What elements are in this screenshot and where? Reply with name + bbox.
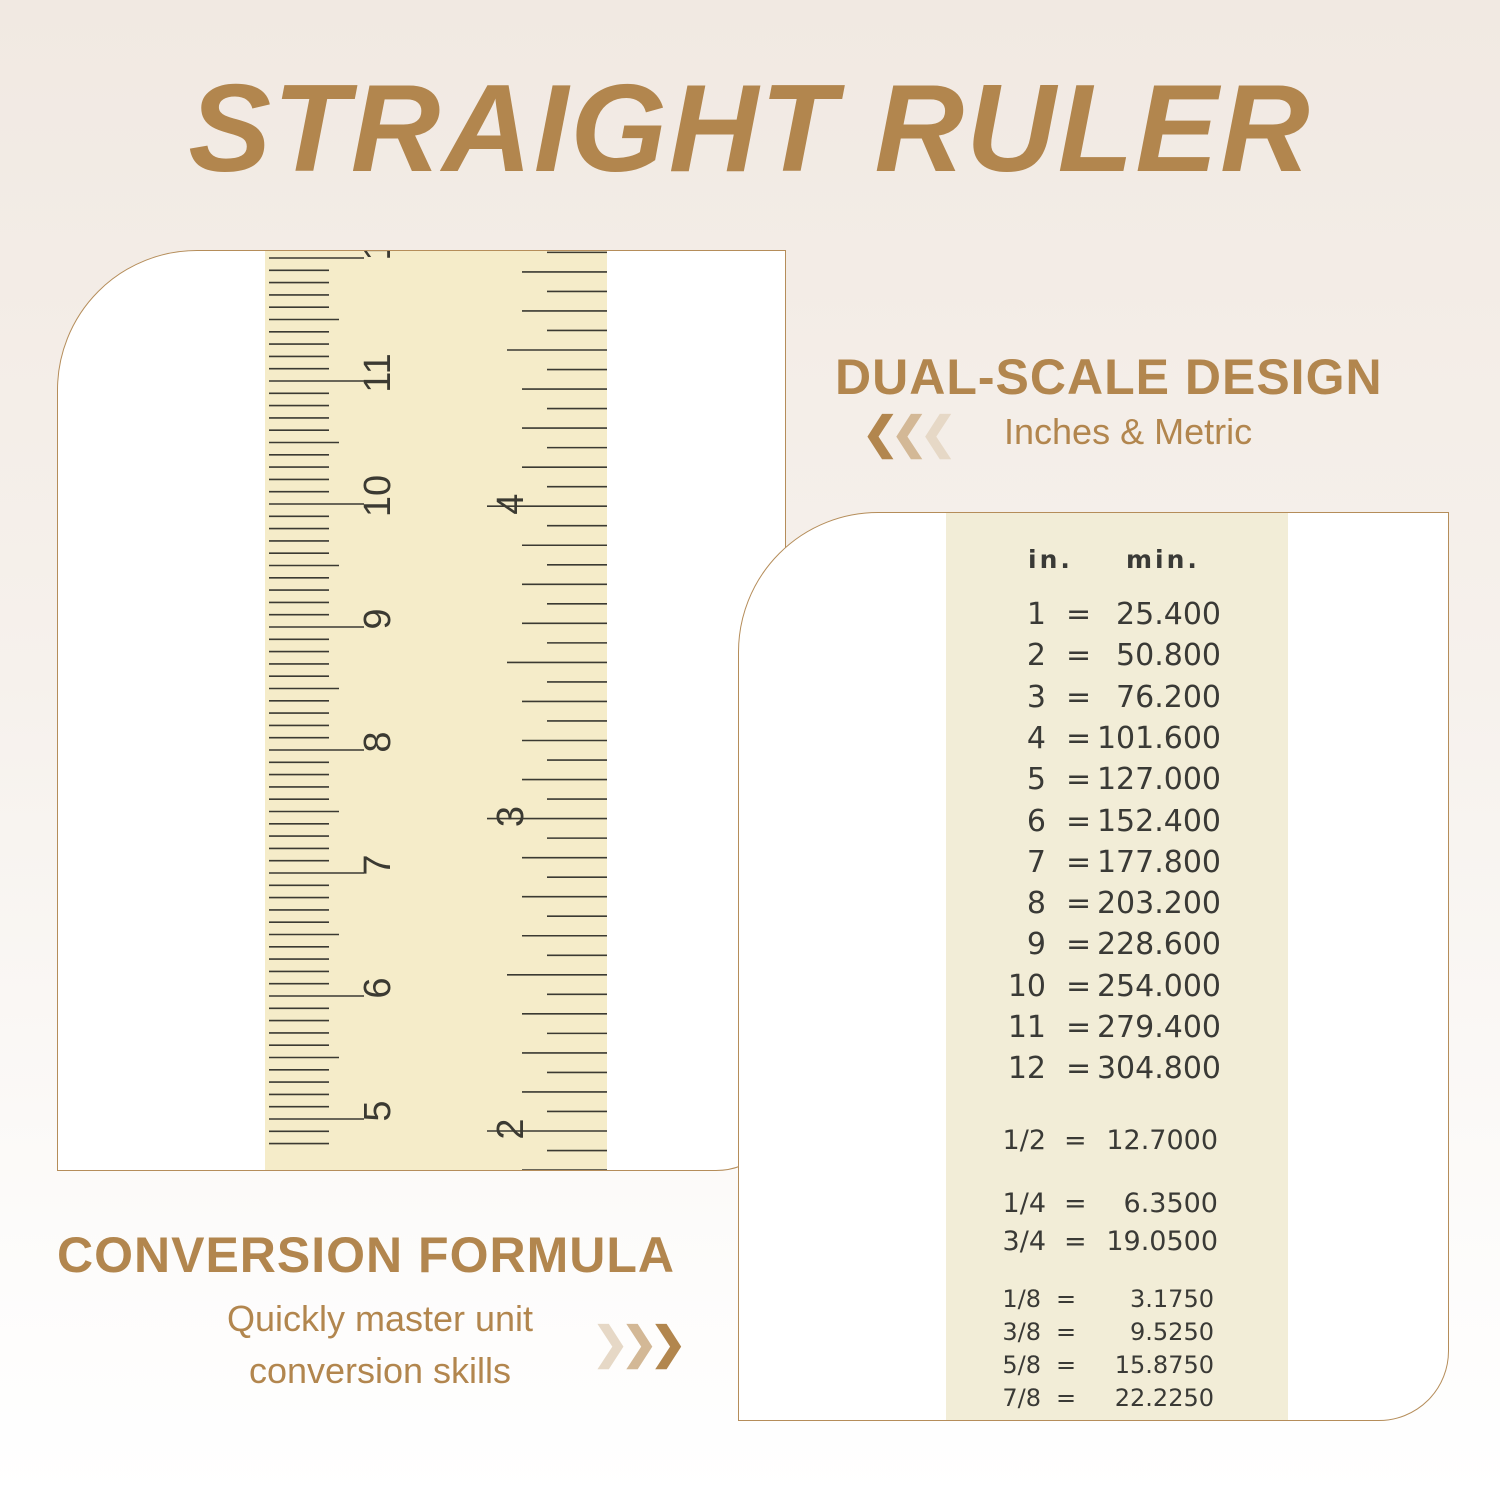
ruler-scale: 5678910111234 [269,251,607,1170]
equals-sign: = [1066,720,1092,756]
mm-value: 101.600 [1096,720,1221,756]
mm-value: 50.800 [1116,638,1221,674]
mm-value: 12.7000 [1106,1125,1218,1156]
mm-value: 3.1750 [1130,1285,1214,1313]
equals-sign: = [1066,1051,1092,1087]
equals-sign: = [1056,1351,1077,1379]
chevrons-right-icon: ❯❯❯ [592,1319,687,1368]
inch-value: 1/4 [1002,1188,1046,1219]
mm-value: 15.8750 [1114,1351,1214,1379]
inch-value: 1/8 [1002,1285,1041,1313]
inch-value: 2 [1026,638,1046,674]
inch-value: 9 [1026,927,1046,963]
chevrons-left-icon: ❮❮❮ [862,409,957,458]
inch-value: 1 [1026,597,1046,632]
inch-value: 10 [1007,968,1046,1004]
conversion-heading: CONVERSION FORMULA [57,1227,675,1283]
cm-label: 11 [357,353,399,392]
inch-value: 7/8 [1002,1384,1041,1412]
equals-sign: = [1066,886,1092,922]
cm-label: 8 [357,731,399,752]
equals-sign: = [1066,762,1092,798]
dual-scale-subheading: Inches & Metric [1004,411,1253,452]
equals-sign: = [1066,638,1092,674]
mm-value: 228.600 [1096,927,1221,963]
mm-value: 6.3500 [1123,1188,1218,1219]
mm-value: 22.2250 [1114,1384,1214,1412]
equals-sign: = [1066,597,1092,632]
conversion-line-2: conversion skills [248,1350,512,1391]
inch-value: 12 [1007,1051,1046,1087]
mm-value: 152.400 [1096,803,1221,839]
cm-label: 7 [357,854,399,875]
inch-label: 3 [490,806,532,827]
equals-sign: = [1066,1010,1092,1045]
mm-value: 25.400 [1116,597,1221,632]
conversion-table-panel: in. min. 1 = 25.400 2 = 50.800 3 = 76.200 4 = 101.6… [738,512,1449,1421]
column-header-inches: in. [1028,545,1073,574]
dual-scale-heading: DUAL-SCALE DESIGN [835,349,1383,405]
column-header-mm: min. [1126,545,1200,574]
ruler-scale-panel: 5678910111234 [57,250,786,1171]
inch-value: 6 [1026,803,1046,839]
inch-value: 3/4 [1002,1226,1046,1257]
cm-label: 6 [357,977,399,998]
cm-label: 9 [357,608,399,629]
cm-label: 10 [357,475,399,517]
inch-label: 4 [490,494,532,515]
equals-sign: = [1056,1285,1077,1313]
mm-value: 9.5250 [1130,1318,1214,1346]
equals-sign: = [1064,1125,1087,1156]
inch-value: 7 [1026,844,1046,880]
mm-value: 203.200 [1096,886,1221,922]
inch-value: 5 [1026,762,1046,798]
mm-value: 19.0500 [1106,1226,1218,1257]
inch-label: 2 [490,1118,532,1139]
inch-value: 1/2 [1002,1125,1046,1156]
equals-sign: = [1056,1384,1077,1412]
conversion-line-1: Quickly master unit [226,1298,534,1339]
inch-value: 11 [1007,1010,1046,1045]
equals-sign: = [1066,968,1092,1004]
inch-value: 4 [1026,720,1046,756]
mm-value: 304.800 [1096,1051,1221,1087]
equals-sign: = [1064,1188,1087,1219]
page-title: STRAIGHT RULER [188,60,1312,198]
inch-value: 8 [1026,886,1046,922]
inch-value: 5/8 [1002,1351,1041,1379]
inch-value: 3/8 [1002,1318,1041,1346]
ruler-image: 5678910111234 [265,251,607,1170]
equals-sign: = [1064,1226,1087,1257]
equals-sign: = [1066,803,1092,839]
equals-sign: = [1056,1318,1077,1346]
mm-value: 127.000 [1096,762,1221,798]
mm-value: 76.200 [1116,679,1221,715]
mm-value: 279.400 [1096,1010,1221,1045]
inch-value: 3 [1026,679,1046,715]
equals-sign: = [1066,679,1092,715]
cm-label: 1 [357,251,399,261]
mm-value: 177.800 [1096,844,1221,880]
mm-value: 254.000 [1096,968,1221,1004]
conversion-table: in. min. 1 = 25.400 2 = 50.800 3 = 76.200 4 = 101.6… [946,513,1288,1420]
equals-sign: = [1066,844,1092,880]
equals-sign: = [1066,927,1092,963]
cm-label: 5 [357,1100,399,1121]
